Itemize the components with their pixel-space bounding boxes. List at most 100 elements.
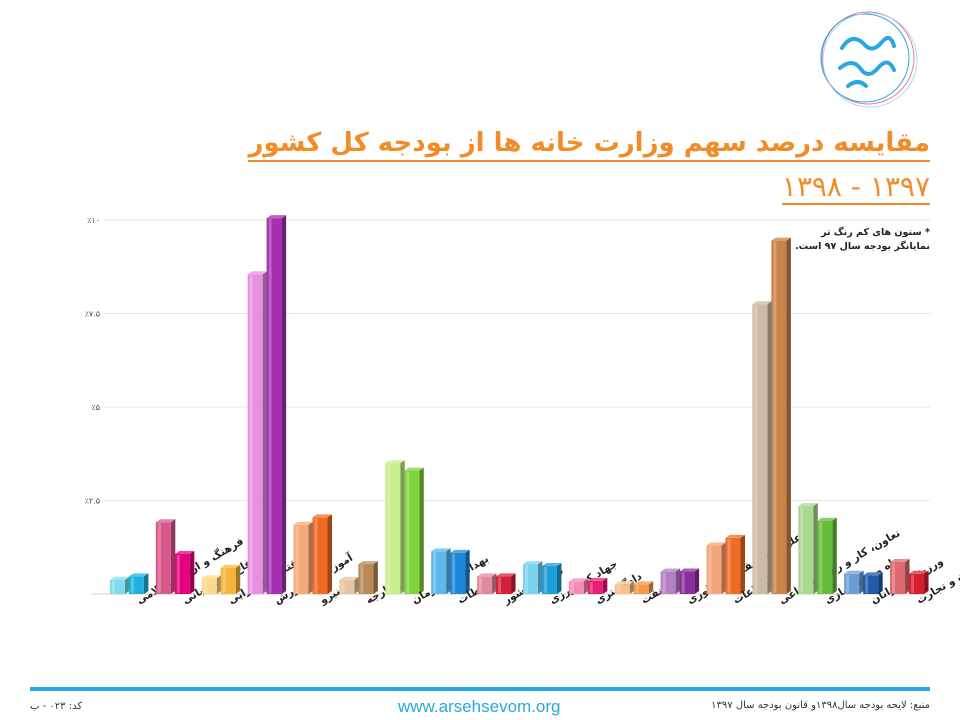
bar-top bbox=[293, 521, 313, 525]
bar-top bbox=[863, 572, 883, 576]
bar-side bbox=[767, 301, 772, 594]
bar-side bbox=[262, 271, 268, 594]
bar-highlight bbox=[111, 580, 115, 593]
bar-side bbox=[327, 514, 332, 594]
bar-highlight bbox=[157, 523, 161, 593]
bar-highlight bbox=[360, 565, 364, 593]
bar-top bbox=[220, 564, 241, 568]
bar-top bbox=[633, 581, 654, 585]
bar-top bbox=[725, 534, 745, 538]
arsehsevom-logo bbox=[820, 11, 918, 108]
bar-top bbox=[312, 514, 332, 518]
bar-highlight bbox=[433, 552, 437, 593]
bar-highlight bbox=[589, 581, 593, 593]
bar-highlight bbox=[800, 507, 804, 593]
bar-top bbox=[477, 573, 497, 577]
bar-side bbox=[721, 542, 726, 594]
bar-highlight bbox=[616, 585, 620, 593]
bar-side bbox=[308, 521, 313, 594]
bar-side bbox=[905, 558, 910, 594]
bar-side bbox=[878, 572, 883, 594]
bar-side bbox=[537, 561, 543, 594]
chart-title: مقایسه درصد سهم وزارت خانه ها از بودجه ک… bbox=[248, 128, 930, 162]
bar-highlight bbox=[543, 566, 547, 593]
bar-top bbox=[660, 568, 681, 572]
bar-side bbox=[648, 581, 654, 594]
bar-top bbox=[266, 215, 287, 219]
bar-side bbox=[143, 573, 149, 594]
bar-highlight bbox=[498, 577, 502, 593]
bar-highlight bbox=[268, 219, 272, 593]
bar-top bbox=[909, 570, 929, 574]
bar-side bbox=[373, 561, 378, 594]
bar-highlight bbox=[865, 576, 869, 593]
bar-side bbox=[465, 549, 470, 594]
bar-highlight bbox=[452, 553, 456, 593]
bar-top bbox=[174, 550, 195, 554]
bar-top bbox=[155, 519, 176, 523]
bar-side bbox=[400, 460, 405, 594]
bar-highlight bbox=[387, 464, 391, 593]
bar-highlight bbox=[341, 580, 345, 593]
bar-top bbox=[431, 548, 451, 552]
bar-side bbox=[694, 568, 700, 594]
bar-highlight bbox=[819, 521, 823, 593]
bar-highlight bbox=[524, 565, 528, 593]
bar-highlight bbox=[892, 562, 896, 593]
bar-top bbox=[450, 549, 470, 553]
bar-top bbox=[339, 576, 359, 580]
bar-top bbox=[890, 558, 910, 562]
bar-highlight bbox=[295, 525, 299, 593]
bar-highlight bbox=[406, 471, 410, 593]
bar-side bbox=[583, 578, 589, 594]
bar-highlight bbox=[727, 538, 731, 593]
bar-1397 bbox=[614, 584, 630, 594]
bar-top bbox=[247, 271, 268, 275]
bar-highlight bbox=[314, 518, 318, 593]
bar-top bbox=[798, 503, 818, 507]
bar-side bbox=[446, 548, 451, 594]
bar-highlight bbox=[635, 585, 639, 593]
bar-highlight bbox=[681, 572, 685, 593]
bar-highlight bbox=[479, 577, 483, 593]
bar-top bbox=[771, 237, 791, 241]
bar-top bbox=[358, 561, 378, 565]
bar-side bbox=[189, 550, 195, 594]
bar-side bbox=[419, 467, 424, 594]
bar-side bbox=[813, 503, 818, 594]
bar-top bbox=[541, 562, 562, 566]
bar-side bbox=[556, 562, 562, 594]
legend-note: * ستون های کم رنگ تر نمایانگر بودجه سال … bbox=[795, 227, 930, 252]
y-tick-label: ٪۷.۵ bbox=[85, 310, 100, 319]
bar-side bbox=[924, 570, 929, 594]
bar-highlight bbox=[662, 572, 666, 593]
bar-side bbox=[511, 573, 516, 594]
website-link[interactable]: www.arsehsevom.org bbox=[398, 697, 561, 716]
bar-top bbox=[844, 570, 864, 574]
bar-top bbox=[404, 467, 424, 471]
bar-top bbox=[201, 575, 222, 579]
bar-side bbox=[235, 564, 241, 594]
bar-top bbox=[817, 517, 837, 521]
bar-highlight bbox=[570, 582, 574, 593]
bar-highlight bbox=[249, 275, 253, 593]
bar-highlight bbox=[203, 579, 207, 593]
bar-top bbox=[706, 542, 726, 546]
y-tick-label: ٪۱۰ bbox=[87, 216, 100, 225]
bar-top bbox=[522, 561, 543, 565]
bar-side bbox=[675, 568, 681, 594]
bar-top bbox=[587, 577, 608, 581]
bar-highlight bbox=[176, 554, 180, 593]
bar-top bbox=[385, 460, 405, 464]
bar-highlight bbox=[754, 305, 758, 593]
bar-top bbox=[752, 301, 772, 305]
y-tick-label: ٪۵ bbox=[91, 403, 100, 412]
bar-highlight bbox=[708, 546, 712, 593]
bar-top bbox=[614, 581, 635, 585]
bar-side bbox=[859, 570, 864, 594]
bar-side bbox=[629, 581, 635, 594]
document-code: کد: ۰۲۳ - ب bbox=[30, 701, 83, 712]
bar-top bbox=[568, 578, 589, 582]
bar-top bbox=[128, 573, 149, 577]
